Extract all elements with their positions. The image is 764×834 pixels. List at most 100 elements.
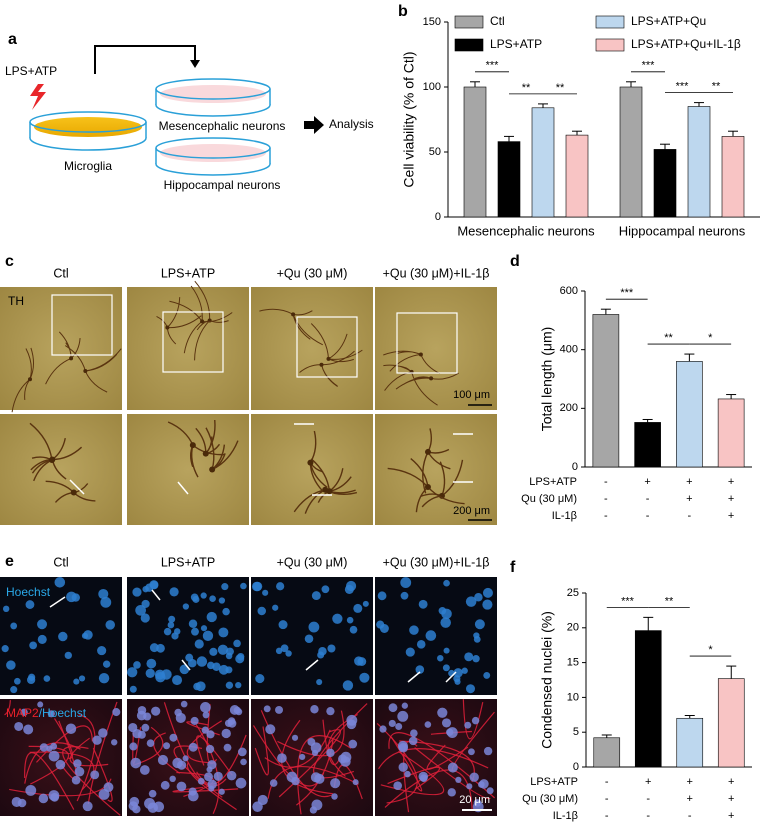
nucleus: [218, 597, 226, 604]
nucleus: [291, 734, 299, 741]
condition-sign: +: [728, 776, 734, 788]
soma: [28, 377, 33, 382]
nucleus: [28, 673, 36, 681]
significance-label: **: [556, 82, 565, 94]
nucleus: [352, 779, 359, 786]
nucleus: [128, 722, 138, 733]
significance-label: ***: [486, 60, 500, 72]
nucleus: [225, 681, 234, 690]
arrow: [181, 659, 191, 671]
nucleus: [78, 675, 86, 682]
nucleus: [10, 686, 18, 694]
nucleus: [180, 700, 188, 708]
nucleus: [73, 678, 80, 685]
neuron: [156, 297, 202, 345]
neuron: [45, 331, 81, 385]
nucleus: [400, 591, 409, 600]
nucleus: [240, 582, 247, 590]
nucleus: [308, 621, 320, 633]
y-tick-label: 0: [573, 761, 579, 773]
stain-label: TH: [8, 294, 24, 308]
nucleus: [314, 773, 325, 784]
neuron: [259, 308, 323, 346]
nucleus: [408, 736, 418, 746]
nucleus: [474, 619, 485, 630]
nucleus: [395, 722, 403, 731]
nucleus: [409, 625, 419, 635]
nucleus: [346, 714, 358, 726]
condition-sign: +: [687, 793, 693, 805]
dish: [155, 137, 271, 176]
nucleus: [415, 665, 425, 674]
nucleus: [11, 796, 22, 807]
column-header: +Qu (30 μM): [277, 555, 348, 569]
legend-swatch: [595, 38, 625, 52]
bar: [676, 361, 703, 468]
condition-sign: +: [728, 476, 734, 488]
bar: [592, 314, 620, 468]
chart: 0 50 100 150 Cell viability (% of Ctl) Mesenc…: [401, 14, 760, 238]
nucleus: [1, 645, 9, 653]
nucleus: [465, 684, 476, 694]
nucleus: [410, 729, 418, 738]
condition-sign: +: [686, 493, 692, 505]
neuron: [30, 437, 83, 480]
nucleus: [206, 730, 215, 739]
map2-fiber: [254, 726, 269, 776]
soma: [424, 448, 431, 455]
nucleus: [191, 627, 199, 636]
nucleus: [73, 759, 82, 768]
nucleus: [135, 604, 146, 616]
nucleus: [401, 702, 408, 709]
nucleus: [221, 583, 229, 591]
nucleus: [163, 742, 171, 750]
nucleus: [353, 603, 363, 613]
nucleus: [163, 627, 172, 636]
nucleus: [233, 639, 241, 648]
y-tick-label: 600: [560, 285, 578, 297]
neuron: [65, 345, 122, 393]
stain-label: MAP2/Hoechst: [6, 706, 87, 720]
map2-fiber: [462, 699, 484, 740]
condition-sign: +: [687, 776, 693, 788]
nucleus: [225, 652, 233, 660]
bar: [653, 149, 677, 218]
nucleus: [139, 765, 150, 775]
nucleus: [447, 762, 458, 773]
nucleus: [307, 738, 316, 746]
nucleus: [202, 711, 210, 719]
condition-sign: -: [646, 793, 650, 805]
nucleus: [221, 728, 231, 739]
micrographs: Ctl Ctl LPS+ATP LPS+ATP +Qu (30 μM) +Qu (30 μ…: [0, 266, 497, 816]
significance-label: *: [708, 644, 713, 656]
nucleus: [206, 766, 213, 773]
nucleus: [446, 728, 454, 736]
significance-label: *: [708, 332, 713, 344]
nucleus: [304, 634, 314, 644]
nucleus: [192, 595, 200, 603]
nucleus: [213, 771, 223, 781]
nucleus: [447, 788, 456, 797]
nucleus: [330, 778, 341, 789]
nucleus: [187, 658, 197, 668]
nucleus: [188, 619, 198, 629]
nucleus: [133, 661, 141, 669]
nucleus: [182, 755, 189, 762]
nucleus: [218, 788, 225, 795]
nucleus: [111, 739, 118, 746]
neuron: [310, 323, 363, 363]
significance-label: **: [664, 332, 673, 344]
legend-label: LPS+ATP+Qu+IL-1β: [631, 37, 741, 51]
nucleus: [465, 596, 477, 607]
scale-label: 100 μm: [453, 389, 490, 401]
dish-label: Hippocampal neurons: [164, 178, 281, 192]
nucleus: [20, 708, 28, 717]
nucleus: [98, 728, 108, 738]
nucleus: [149, 643, 159, 653]
zoom-box: [162, 311, 224, 373]
y-tick-label: 200: [560, 402, 578, 414]
nucleus: [278, 620, 288, 630]
column-header: LPS+ATP: [161, 266, 215, 280]
bar: [687, 106, 711, 218]
y-tick-label: 0: [572, 461, 578, 473]
